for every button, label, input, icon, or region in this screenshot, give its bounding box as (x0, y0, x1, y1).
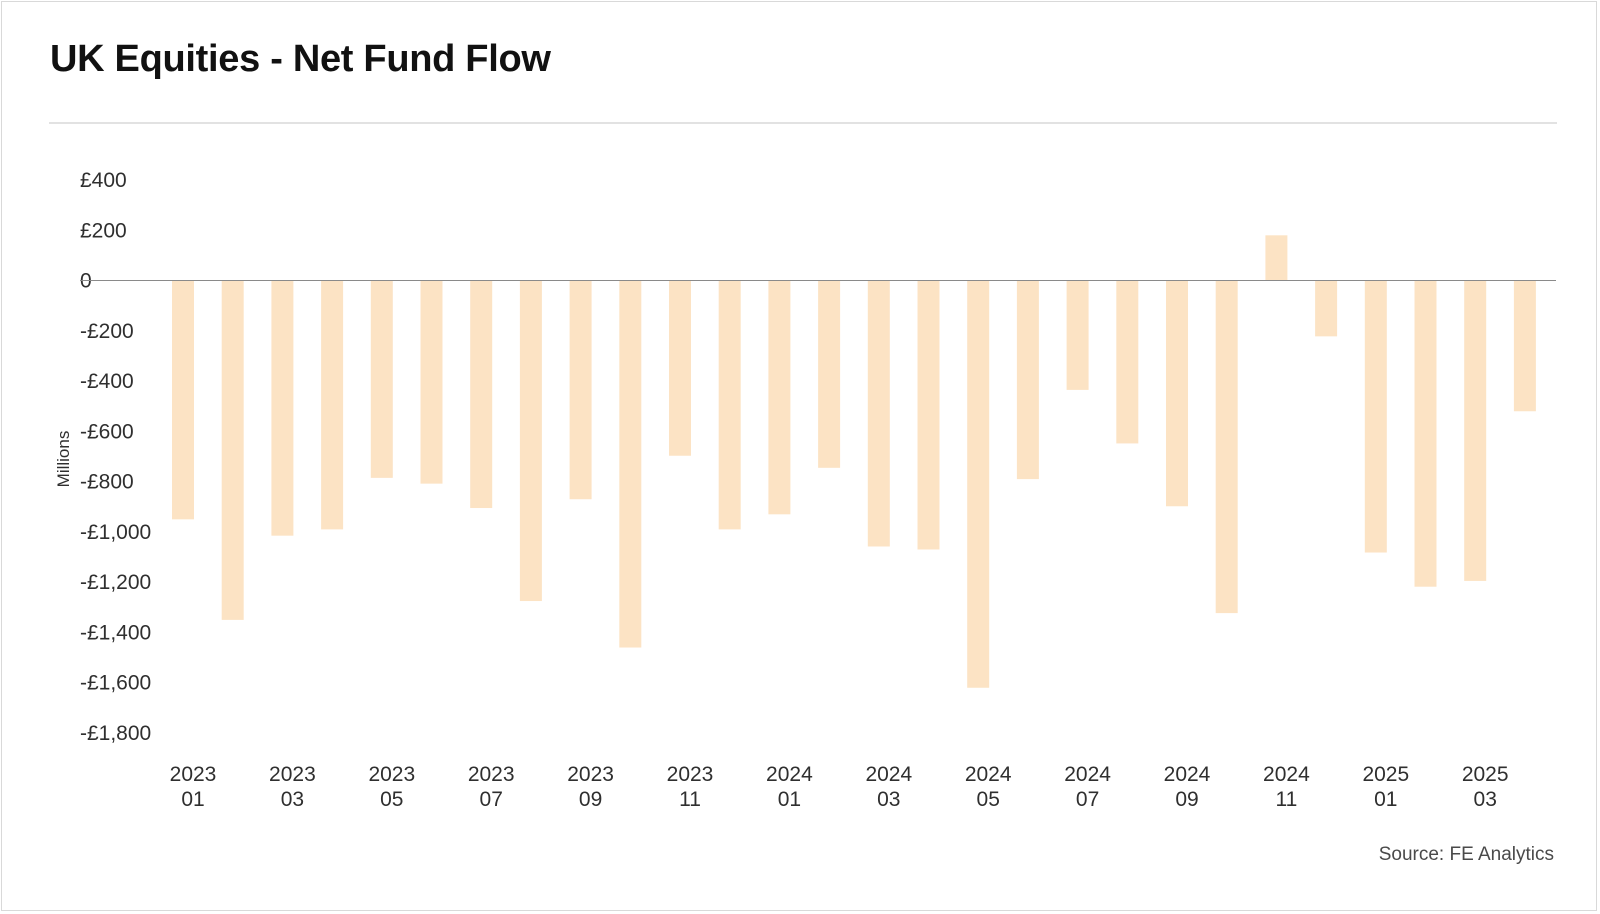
bar (1066, 280, 1089, 390)
x-tick-year: 2023 (667, 763, 714, 786)
y-tick-label: -£1,000 (80, 521, 151, 544)
bar (718, 280, 741, 530)
x-tick-month: 03 (1474, 788, 1497, 811)
bar (370, 280, 393, 478)
bar (619, 280, 642, 648)
x-tick-year: 2025 (1462, 763, 1509, 786)
y-tick-label: -£200 (80, 320, 134, 343)
bar (1414, 280, 1437, 587)
bar (1116, 280, 1139, 444)
x-tick-month: 09 (1175, 788, 1198, 811)
x-tick-year: 2023 (468, 763, 515, 786)
y-tick-label: £400 (80, 169, 127, 192)
title-divider (49, 122, 1557, 124)
bar (1016, 280, 1039, 480)
bar (917, 280, 940, 550)
x-tick-month: 05 (380, 788, 403, 811)
bar (470, 280, 493, 509)
bar (1215, 280, 1238, 614)
x-tick-month: 01 (181, 788, 204, 811)
x-tick-year: 2024 (865, 763, 912, 786)
y-tick-label: -£800 (80, 471, 134, 494)
y-tick-label: -£1,600 (80, 672, 151, 695)
bar (271, 280, 294, 536)
bar (1265, 235, 1288, 281)
x-tick-month: 11 (679, 788, 701, 811)
y-axis-title: Millions (54, 431, 73, 488)
bar (420, 280, 443, 484)
bar (1513, 280, 1536, 412)
y-tick-label: -£1,200 (80, 571, 151, 594)
bar-series (172, 235, 1536, 688)
bar (669, 280, 691, 456)
x-tick-month: 09 (579, 788, 602, 811)
x-tick-month: 05 (977, 788, 1000, 811)
x-tick-month: 03 (877, 788, 900, 811)
y-tick-label: -£400 (80, 370, 134, 393)
chart-title: UK Equities - Net Fund Flow (50, 38, 551, 80)
y-tick-label: £200 (80, 219, 127, 242)
x-tick-year: 2025 (1362, 763, 1409, 786)
x-tick-year: 2023 (170, 763, 217, 786)
y-axis: £400£2000-£200-£400-£600-£800-£1,000-£1,… (80, 169, 151, 745)
bar (818, 280, 841, 468)
x-tick-year: 2024 (1263, 763, 1310, 786)
y-tick-label: -£1,800 (80, 722, 151, 745)
bar (519, 280, 542, 602)
x-tick-year: 2024 (1164, 763, 1211, 786)
x-tick-year: 2024 (766, 763, 813, 786)
bar (221, 280, 244, 620)
x-tick-year: 2023 (269, 763, 316, 786)
x-tick-month: 07 (480, 788, 503, 811)
bar (867, 280, 890, 547)
bar (1464, 280, 1487, 581)
y-tick-label: -£600 (80, 420, 134, 443)
x-tick-month: 01 (1374, 788, 1397, 811)
bar (1364, 280, 1387, 553)
x-tick-month: 11 (1275, 788, 1297, 811)
x-tick-month: 03 (281, 788, 304, 811)
x-tick-month: 01 (778, 788, 801, 811)
bar (321, 280, 344, 530)
x-tick-year: 2024 (1064, 763, 1111, 786)
bar (1315, 280, 1338, 337)
x-tick-year: 2023 (567, 763, 614, 786)
bar (569, 280, 592, 500)
bar (1166, 280, 1188, 507)
bar (768, 280, 791, 515)
x-tick-year: 2023 (368, 763, 415, 786)
bar (967, 280, 990, 688)
bar (172, 280, 194, 520)
y-tick-label: -£1,400 (80, 621, 151, 644)
x-tick-month: 07 (1076, 788, 1099, 811)
source-note: Source: FE Analytics (1378, 844, 1554, 865)
x-axis: 2023012023032023052023072023092023112024… (170, 763, 1509, 811)
x-tick-year: 2024 (965, 763, 1012, 786)
